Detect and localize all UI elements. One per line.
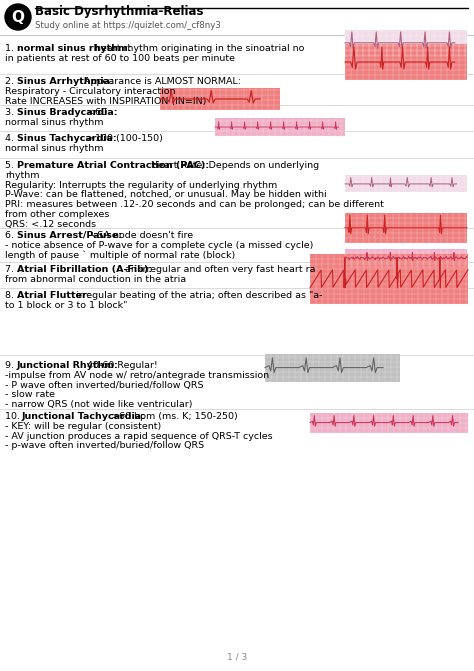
Text: normal sinus rhythm: normal sinus rhythm bbox=[5, 144, 103, 153]
Text: in patients at rest of 60 to 100 beats per minute: in patients at rest of 60 to 100 beats p… bbox=[5, 54, 235, 63]
Text: 3.: 3. bbox=[5, 108, 17, 117]
Bar bbox=[0, 0, 474, 35]
Text: to 1 block or 3 to 1 block": to 1 block or 3 to 1 block" bbox=[5, 301, 128, 310]
FancyBboxPatch shape bbox=[345, 30, 467, 56]
Text: - narrow QRS (not wide like ventricular): - narrow QRS (not wide like ventricular) bbox=[5, 400, 192, 409]
Text: normal sinus rhythm:: normal sinus rhythm: bbox=[17, 44, 131, 53]
Text: from other complexes: from other complexes bbox=[5, 210, 109, 219]
Text: Sinus Arrest/Pause:: Sinus Arrest/Pause: bbox=[17, 231, 122, 240]
Text: - slow rate: - slow rate bbox=[5, 391, 55, 399]
Text: length of pause ` multiple of normal rate (block): length of pause ` multiple of normal rat… bbox=[5, 250, 235, 260]
Text: 10.: 10. bbox=[5, 412, 23, 421]
Text: <60: <60 bbox=[84, 108, 108, 117]
FancyBboxPatch shape bbox=[345, 249, 467, 267]
FancyBboxPatch shape bbox=[215, 118, 345, 136]
FancyBboxPatch shape bbox=[345, 175, 467, 193]
Text: Premature Atrial Contraction (PAC):: Premature Atrial Contraction (PAC): bbox=[17, 161, 209, 170]
Text: 5.: 5. bbox=[5, 161, 17, 170]
Text: Study online at https://quizlet.com/_cf8ny3: Study online at https://quizlet.com/_cf8… bbox=[35, 21, 221, 30]
Text: heart rhythm originating in the sinoatrial no: heart rhythm originating in the sinoatri… bbox=[92, 44, 304, 53]
Text: - notice absence of P-wave for a complete cycle (a missed cycle): - notice absence of P-wave for a complet… bbox=[5, 241, 313, 250]
FancyBboxPatch shape bbox=[310, 413, 468, 433]
Text: from abnormal conduction in the atria: from abnormal conduction in the atria bbox=[5, 275, 186, 284]
Text: 4.: 4. bbox=[5, 134, 17, 143]
Text: >100 (100-150): >100 (100-150) bbox=[84, 134, 164, 143]
Text: Q: Q bbox=[11, 9, 25, 25]
FancyBboxPatch shape bbox=[345, 213, 467, 243]
Text: 1.: 1. bbox=[5, 44, 17, 53]
Text: Basic Dysrhythmia-Relias: Basic Dysrhythmia-Relias bbox=[35, 5, 203, 18]
Circle shape bbox=[5, 4, 31, 30]
Text: - AV junction produces a rapid sequence of QRS-T cycles: - AV junction produces a rapid sequence … bbox=[5, 431, 273, 441]
Text: Heart Rate: Depends on underlying: Heart Rate: Depends on underlying bbox=[148, 161, 319, 170]
Text: an irregular and often very fast heart ra: an irregular and often very fast heart r… bbox=[122, 265, 316, 274]
Text: 1 / 3: 1 / 3 bbox=[227, 652, 247, 661]
Text: Junctional Rhythm:: Junctional Rhythm: bbox=[17, 361, 119, 370]
Text: Sinus Bradycardia:: Sinus Bradycardia: bbox=[17, 108, 118, 117]
Text: - p-wave often inverted/buried/follow QRS: - p-wave often inverted/buried/follow QR… bbox=[5, 442, 204, 450]
Text: normal sinus rhythm: normal sinus rhythm bbox=[5, 118, 103, 127]
Text: 8.: 8. bbox=[5, 291, 17, 300]
Text: 7.: 7. bbox=[5, 265, 17, 274]
Text: Sinus Arrhythmia:: Sinus Arrhythmia: bbox=[17, 77, 114, 86]
Text: Appearance is ALMOST NORMAL:: Appearance is ALMOST NORMAL: bbox=[81, 77, 241, 86]
FancyBboxPatch shape bbox=[265, 354, 400, 382]
FancyBboxPatch shape bbox=[310, 254, 468, 304]
Text: - P wave often inverted/buried/follow QRS: - P wave often inverted/buried/follow QR… bbox=[5, 380, 203, 390]
Text: 6.: 6. bbox=[5, 231, 17, 240]
Text: PRI: measures between .12-.20 seconds and can be prolonged; can be different: PRI: measures between .12-.20 seconds an… bbox=[5, 200, 384, 209]
Text: Atrial Flutter:: Atrial Flutter: bbox=[17, 291, 91, 300]
Text: -impulse from AV node w/ retro/antegrade transmission: -impulse from AV node w/ retro/antegrade… bbox=[5, 371, 269, 380]
Text: QRS: <.12 seconds: QRS: <.12 seconds bbox=[5, 220, 96, 229]
Text: Junctional Tachycardia:: Junctional Tachycardia: bbox=[22, 412, 146, 421]
Text: 40-60 Regular!: 40-60 Regular! bbox=[84, 361, 158, 370]
Text: 2.: 2. bbox=[5, 77, 17, 86]
Text: P-Wave: can be flattened, notched, or unusual. May be hidden withi: P-Wave: can be flattened, notched, or un… bbox=[5, 191, 327, 199]
FancyBboxPatch shape bbox=[160, 88, 280, 110]
Text: Regularity: Interrupts the regularity of underlying rhythm: Regularity: Interrupts the regularity of… bbox=[5, 180, 277, 190]
Text: Atrial Fibrillation (A-Fib):: Atrial Fibrillation (A-Fib): bbox=[17, 265, 152, 274]
Text: - KEY: will be regular (consistent): - KEY: will be regular (consistent) bbox=[5, 422, 161, 431]
Text: Sinus Tachycardia:: Sinus Tachycardia: bbox=[17, 134, 117, 143]
Text: - SA node doesn't fire: - SA node doesn't fire bbox=[88, 231, 193, 240]
Text: irregular beating of the atria; often described as "a-: irregular beating of the atria; often de… bbox=[73, 291, 323, 300]
Text: 9.: 9. bbox=[5, 361, 17, 370]
Text: rhythm: rhythm bbox=[5, 171, 39, 180]
Text: >60 bpm (ms. K; 150-250): >60 bpm (ms. K; 150-250) bbox=[108, 412, 238, 421]
FancyBboxPatch shape bbox=[345, 44, 467, 80]
Text: Respiratory - Circulatory interaction: Respiratory - Circulatory interaction bbox=[5, 87, 175, 96]
Text: Rate INCREASES with INSPIRATION (IN=IN): Rate INCREASES with INSPIRATION (IN=IN) bbox=[5, 97, 206, 105]
